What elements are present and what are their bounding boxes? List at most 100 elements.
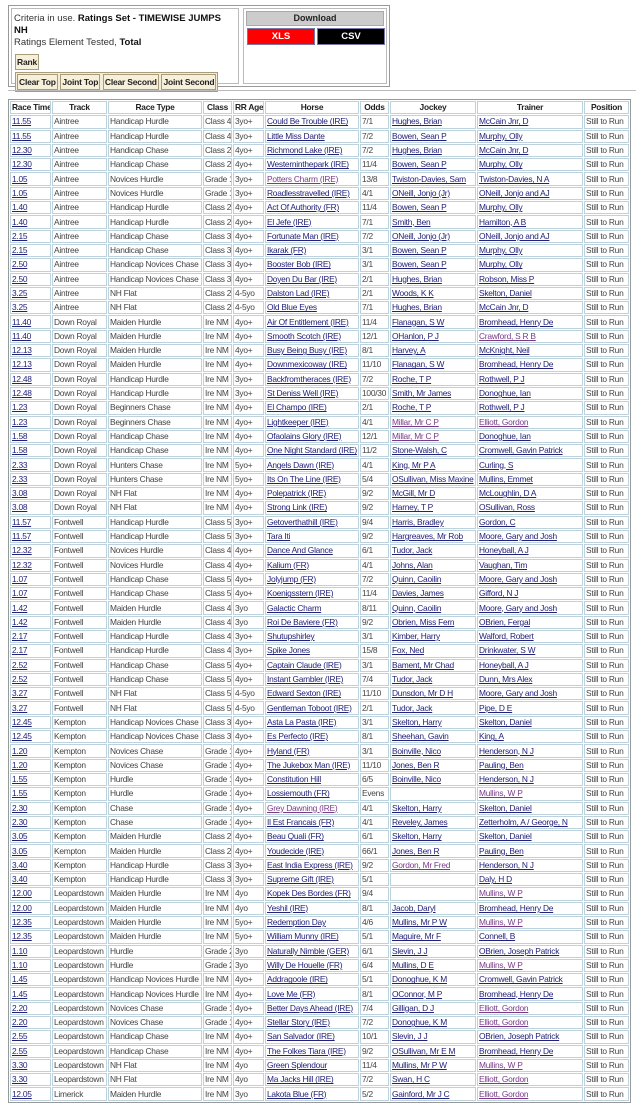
jockey-link[interactable]: Twiston-Davies, Sam [392,173,466,184]
trainer-link[interactable]: Hamilton, A B [479,216,527,227]
jockey-link[interactable]: Jacob, Daryl [392,902,436,913]
time-link[interactable]: 12.30 [12,159,32,170]
horse-link[interactable]: Better Days Ahead (IRE) [267,1002,353,1013]
time-link[interactable]: 2.55 [12,1031,28,1042]
horse-link[interactable]: Lossiemouth (FR) [267,788,330,799]
jockey-link[interactable]: Fox, Ned [392,645,424,656]
time-link[interactable]: 12.48 [12,388,32,399]
trainer-link[interactable]: Elliott, Gordon [479,1017,529,1028]
horse-link[interactable]: Act Of Authority (FR) [267,202,340,213]
jockey-link[interactable]: Bament, Mr Chad [392,659,454,670]
jockey-link[interactable]: Quinn, Caoilin [392,573,442,584]
horse-link[interactable]: Little Miss Dante [267,130,325,141]
trainer-link[interactable]: Curling, S [479,459,514,470]
jockey-link[interactable]: Bowen, Sean P [392,159,447,170]
time-link[interactable]: 3.40 [12,874,28,885]
trainer-link[interactable]: Robson, Miss P [479,273,535,284]
time-link[interactable]: 1.45 [12,988,28,999]
jockey-link[interactable]: Smith, Ben [392,216,431,227]
horse-link[interactable]: Lightkeeper (IRE) [267,416,329,427]
trainer-link[interactable]: Bromhead, Henry De [479,359,554,370]
time-link[interactable]: 1.55 [12,788,28,799]
horse-link[interactable]: Dalston Lad (IRE) [267,288,330,298]
jockey-link[interactable]: Tudor, Jack [392,674,433,685]
trainer-link[interactable]: OBrien, Joseph Patrick [479,1031,560,1042]
horse-link[interactable]: Kopek Des Bordes (FR) [267,888,351,899]
horse-link[interactable]: Willy De Houelle (FR) [267,959,343,970]
jockey-link[interactable]: Hargreaves, Mr Rob [392,531,463,542]
horse-link[interactable]: Backfromtheraces (IRE) [267,373,351,384]
time-link[interactable]: 1.40 [12,202,28,213]
trainer-link[interactable]: Skelton, Daniel [479,802,532,813]
jockey-link[interactable]: Mullins, D E [392,959,434,970]
jockey-link[interactable]: Tudor, Jack [392,545,433,556]
horse-link[interactable]: Supreme Gift (IRE) [267,874,334,885]
trainer-link[interactable]: Moore, Gary and Josh [479,573,557,584]
clear-top-button[interactable]: Clear Top [17,74,58,90]
horse-link[interactable]: Love Me (FR) [267,988,316,999]
trainer-link[interactable]: Donoghue, Ian [479,388,531,399]
time-link[interactable]: 1.20 [12,745,28,756]
jockey-link[interactable]: OHanlon, P J [392,330,439,341]
jockey-link[interactable]: Millar, Mr C P [392,430,439,441]
jockey-link[interactable]: Hughes, Brian [392,116,442,127]
time-link[interactable]: 11.40 [12,316,32,327]
time-link[interactable]: 3.05 [12,831,28,842]
trainer-link[interactable]: McKnight, Neil [479,345,530,356]
jockey-link[interactable]: Quinn, Caoilin [392,602,442,613]
rank-button[interactable]: Rank [15,54,39,70]
trainer-link[interactable]: Gordon, C [479,516,516,527]
jockey-link[interactable]: Slevin, J J [392,945,428,956]
jockey-link[interactable]: Roche, T P [392,402,432,413]
horse-link[interactable]: Shutupshirley [267,631,315,642]
horse-link[interactable]: Captain Claude (IRE) [267,659,342,670]
horse-link[interactable]: Tara Iti [267,531,291,542]
download-csv-button[interactable]: CSV [317,28,385,45]
horse-link[interactable]: The Folkes Tiara (IRE) [267,1045,346,1056]
horse-link[interactable]: Spike Jones [267,645,310,656]
time-link[interactable]: 1.23 [12,402,28,413]
time-link[interactable]: 12.45 [12,716,32,727]
time-link[interactable]: 2.30 [12,802,28,813]
horse-link[interactable]: Doyen Du Bar (IRE) [267,273,337,284]
time-link[interactable]: 1.42 [12,616,28,627]
trainer-link[interactable]: Honeyball, A J [479,659,529,670]
trainer-link[interactable]: Pipe, D E [479,702,513,713]
horse-link[interactable]: St Deniss Well (IRE) [267,388,339,399]
jockey-link[interactable]: Donoghue, K M [392,1017,447,1028]
jockey-link[interactable]: Jones, Ben R [392,759,440,770]
time-link[interactable]: 12.35 [12,931,32,942]
time-link[interactable]: 1.45 [12,974,28,985]
horse-link[interactable]: Yeshil (IRE) [267,902,308,913]
trainer-link[interactable]: Pauling, Ben [479,845,524,856]
horse-link[interactable]: San Salvador (IRE) [267,1031,335,1042]
horse-link[interactable]: El Champo (IRE) [267,402,327,413]
time-link[interactable]: 12.32 [12,545,32,556]
trainer-link[interactable]: Vaughan, Tim [479,559,528,570]
horse-link[interactable]: Green Splendour [267,1060,328,1071]
jockey-link[interactable]: OSullivan, Miss Maxine [392,473,474,484]
time-link[interactable]: 2.30 [12,816,28,827]
trainer-link[interactable]: Bromhead, Henry De [479,902,554,913]
horse-link[interactable]: Il Est Francais (FR) [267,816,335,827]
trainer-link[interactable]: Connell, B [479,931,516,942]
trainer-link[interactable]: Mullins, Emmet [479,473,533,484]
horse-link[interactable]: Dance And Glance [267,545,333,556]
horse-link[interactable]: Lakota Blue (FR) [267,1088,327,1099]
time-link[interactable]: 11.57 [12,516,32,527]
trainer-link[interactable]: Mullins, W P [479,917,523,928]
time-link[interactable]: 3.40 [12,859,28,870]
jockey-link[interactable]: Skelton, Harry [392,802,442,813]
time-link[interactable]: 1.10 [12,945,28,956]
time-link[interactable]: 3.08 [12,488,28,499]
trainer-link[interactable]: ONeill, Jonjo and AJ [479,187,550,198]
time-link[interactable]: 1.58 [12,445,28,456]
jockey-link[interactable]: Obrien, Miss Fern [392,616,455,627]
trainer-link[interactable]: Bromhead, Henry De [479,1045,554,1056]
horse-link[interactable]: Grey Dawning (IRE) [267,802,338,813]
trainer-link[interactable]: Cromwell, Gavin Patrick [479,974,563,985]
jockey-link[interactable]: OSullivan, Mr E M [392,1045,456,1056]
time-link[interactable]: 1.05 [12,187,28,198]
jockey-link[interactable]: Woods, K K [392,288,434,298]
trainer-link[interactable]: Bromhead, Henry De [479,988,554,999]
